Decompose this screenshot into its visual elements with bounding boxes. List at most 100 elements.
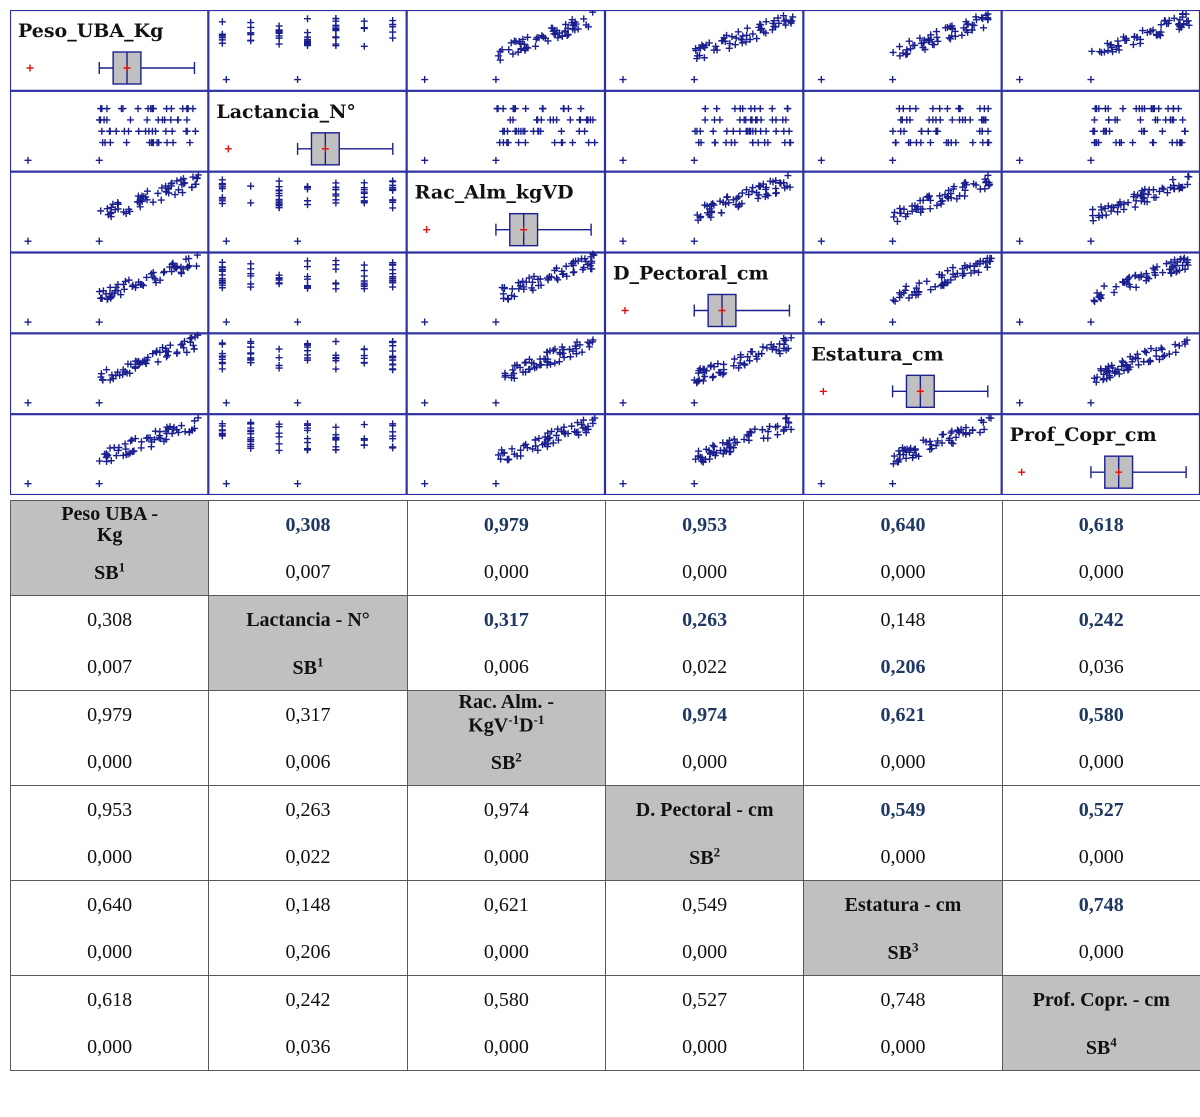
scatter-cell bbox=[406, 250, 606, 334]
scatter-cell bbox=[208, 10, 407, 91]
normality-label: SB1 bbox=[94, 559, 126, 584]
variable-label: D_Pectoral_cm bbox=[613, 263, 769, 285]
p-value: 0,000 bbox=[406, 1024, 606, 1071]
p-value: 0,000 bbox=[803, 549, 1003, 596]
table-row: 0,308 Lactancia - N° 0,317 0,263 0,148 0,242 bbox=[9, 595, 1200, 644]
correlation-coefficient: 0,621 bbox=[406, 880, 606, 929]
correlation-coefficient: 0,317 bbox=[406, 595, 606, 644]
scatter-cell bbox=[406, 414, 606, 495]
p-value: 0,000 bbox=[406, 549, 606, 596]
correlation-coefficient: 0,979 bbox=[406, 500, 606, 549]
correlation-coefficient: 0,953 bbox=[604, 500, 805, 549]
correlation-coefficient: 0,618 bbox=[9, 975, 210, 1024]
variable-label: Rac_Alm_kgVD bbox=[415, 182, 574, 204]
table-row: 0,618 0,242 0,580 0,527 0,748 Prof. Copr. - c… bbox=[9, 975, 1200, 1024]
table-row: 0,000 0,036 0,000 0,000 0,000 SB4 bbox=[9, 1024, 1200, 1071]
variable-label-cell: D. Pectoral - cm bbox=[604, 785, 805, 834]
table-row: 0,007 SB1 0,006 0,022 0,206 0,036 bbox=[9, 644, 1200, 691]
scatter-cell bbox=[803, 90, 1002, 172]
diagonal-cell: Estatura_cm bbox=[803, 333, 1002, 415]
correlation-coefficient: 0,979 bbox=[9, 690, 210, 739]
correlation-coefficient: 0,748 bbox=[803, 975, 1003, 1024]
scatter-cell bbox=[604, 333, 804, 415]
diagonal-cell: Rac_Alm_kgVD bbox=[406, 171, 606, 253]
correlation-coefficient: 0,549 bbox=[604, 880, 805, 929]
correlation-coefficient: 0,263 bbox=[208, 785, 408, 834]
correlation-coefficient: 0,308 bbox=[208, 500, 408, 549]
variable-label-cell: Rac. Alm. - KgV-1D-1 bbox=[406, 690, 606, 739]
p-value: 0,000 bbox=[9, 929, 210, 976]
normality-label: SB2 bbox=[689, 844, 721, 869]
variable-label: D. Pectoral - cm bbox=[635, 798, 774, 821]
p-value: 0,000 bbox=[9, 739, 210, 786]
normality-test-cell: SB2 bbox=[604, 834, 805, 881]
variable-label-cell: Peso UBA - Kg bbox=[9, 500, 210, 549]
p-value: 0,000 bbox=[604, 739, 805, 786]
diagonal-cell: Peso_UBA_Kg bbox=[10, 10, 209, 91]
correlation-coefficient: 0,317 bbox=[208, 690, 408, 739]
table-row: 0,640 0,148 0,621 0,549 Estatura - cm 0,748 bbox=[9, 880, 1200, 929]
p-value: 0,000 bbox=[1001, 834, 1200, 881]
p-value: 0,206 bbox=[208, 929, 408, 976]
scatter-cell bbox=[604, 171, 804, 253]
normality-test-cell: SB1 bbox=[9, 549, 210, 596]
scatter-cell bbox=[1001, 171, 1200, 253]
scatter-cell bbox=[208, 333, 407, 415]
normality-test-cell: SB2 bbox=[406, 739, 606, 786]
variable-label-cell: Prof. Copr. - cm bbox=[1001, 975, 1200, 1024]
correlation-coefficient: 0,621 bbox=[803, 690, 1003, 739]
table-row: 0,979 0,317 Rac. Alm. - KgV-1D-1 0,974 0,621 0… bbox=[9, 690, 1200, 739]
p-value: 0,006 bbox=[208, 739, 408, 786]
correlation-coefficient: 0,308 bbox=[9, 595, 210, 644]
variable-label: Peso_UBA_Kg bbox=[18, 20, 163, 42]
variable-label: Rac. Alm. - KgV-1D-1 bbox=[458, 691, 555, 737]
correlation-coefficient: 0,974 bbox=[406, 785, 606, 834]
variable-label: Peso UBA - Kg bbox=[61, 502, 158, 546]
p-value: 0,000 bbox=[803, 739, 1003, 786]
scatter-cell bbox=[406, 90, 606, 172]
normality-label: SB1 bbox=[292, 654, 324, 679]
table-row: 0,000 0,006 SB2 0,000 0,000 0,000 bbox=[9, 739, 1200, 786]
normality-test-cell: SB3 bbox=[803, 929, 1003, 976]
scatter-cell bbox=[10, 414, 209, 495]
normality-label: SB4 bbox=[1085, 1034, 1117, 1059]
correlation-coefficient: 0,263 bbox=[604, 595, 805, 644]
p-value: 0,006 bbox=[406, 644, 606, 691]
variable-label: Prof. Copr. - cm bbox=[1032, 988, 1170, 1011]
correlation-coefficient: 0,953 bbox=[9, 785, 210, 834]
correlation-coefficient: 0,580 bbox=[406, 975, 606, 1024]
variable-label-cell: Estatura - cm bbox=[803, 880, 1003, 929]
p-value: 0,000 bbox=[1001, 929, 1200, 976]
scatter-cell bbox=[803, 252, 1002, 334]
scatter-cell bbox=[10, 331, 209, 415]
correlation-coefficient: 0,974 bbox=[604, 690, 805, 739]
variable-label: Lactancia_N° bbox=[216, 101, 356, 123]
correlation-coefficient: 0,242 bbox=[208, 975, 408, 1024]
scatter-cell bbox=[10, 171, 209, 253]
scatter-cell bbox=[208, 171, 407, 253]
p-value: 0,000 bbox=[803, 1024, 1003, 1071]
table-row: Peso UBA - Kg 0,308 0,979 0,953 0,640 0,618 bbox=[9, 500, 1200, 549]
scatter-plot-matrix: Peso_UBA_Kg Lactancia_N° Rac_Alm_kgVD D_Pec… bbox=[10, 10, 1200, 495]
variable-label: Estatura - cm bbox=[844, 893, 962, 916]
table-row: SB1 0,007 0,000 0,000 0,000 0,000 bbox=[9, 549, 1200, 596]
p-value: 0,007 bbox=[208, 549, 408, 596]
p-value: 0,036 bbox=[208, 1024, 408, 1071]
p-value: 0,022 bbox=[208, 834, 408, 881]
table-row: 0,953 0,263 0,974 D. Pectoral - cm 0,549 0,52… bbox=[9, 785, 1200, 834]
correlation-coefficient: 0,618 bbox=[1001, 500, 1200, 549]
diagonal-cell: Lactancia_N° bbox=[208, 90, 407, 172]
p-value: 0,000 bbox=[604, 1024, 805, 1071]
normality-label: SB2 bbox=[490, 749, 522, 774]
normality-label: SB3 bbox=[887, 939, 919, 964]
scatter-cell bbox=[208, 252, 407, 334]
correlation-coefficient: 0,148 bbox=[803, 595, 1003, 644]
scatter-cell bbox=[803, 10, 1002, 91]
scatter-cell bbox=[803, 171, 1002, 253]
p-value: 0,000 bbox=[406, 834, 606, 881]
correlation-coefficient: 0,549 bbox=[803, 785, 1003, 834]
scatter-cell bbox=[1001, 90, 1200, 172]
p-value: 0,000 bbox=[1001, 739, 1200, 786]
scatter-cell bbox=[406, 333, 606, 415]
correlation-coefficient: 0,640 bbox=[9, 880, 210, 929]
